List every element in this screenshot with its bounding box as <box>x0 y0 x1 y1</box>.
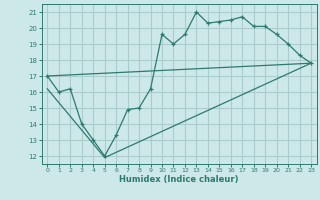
X-axis label: Humidex (Indice chaleur): Humidex (Indice chaleur) <box>119 175 239 184</box>
